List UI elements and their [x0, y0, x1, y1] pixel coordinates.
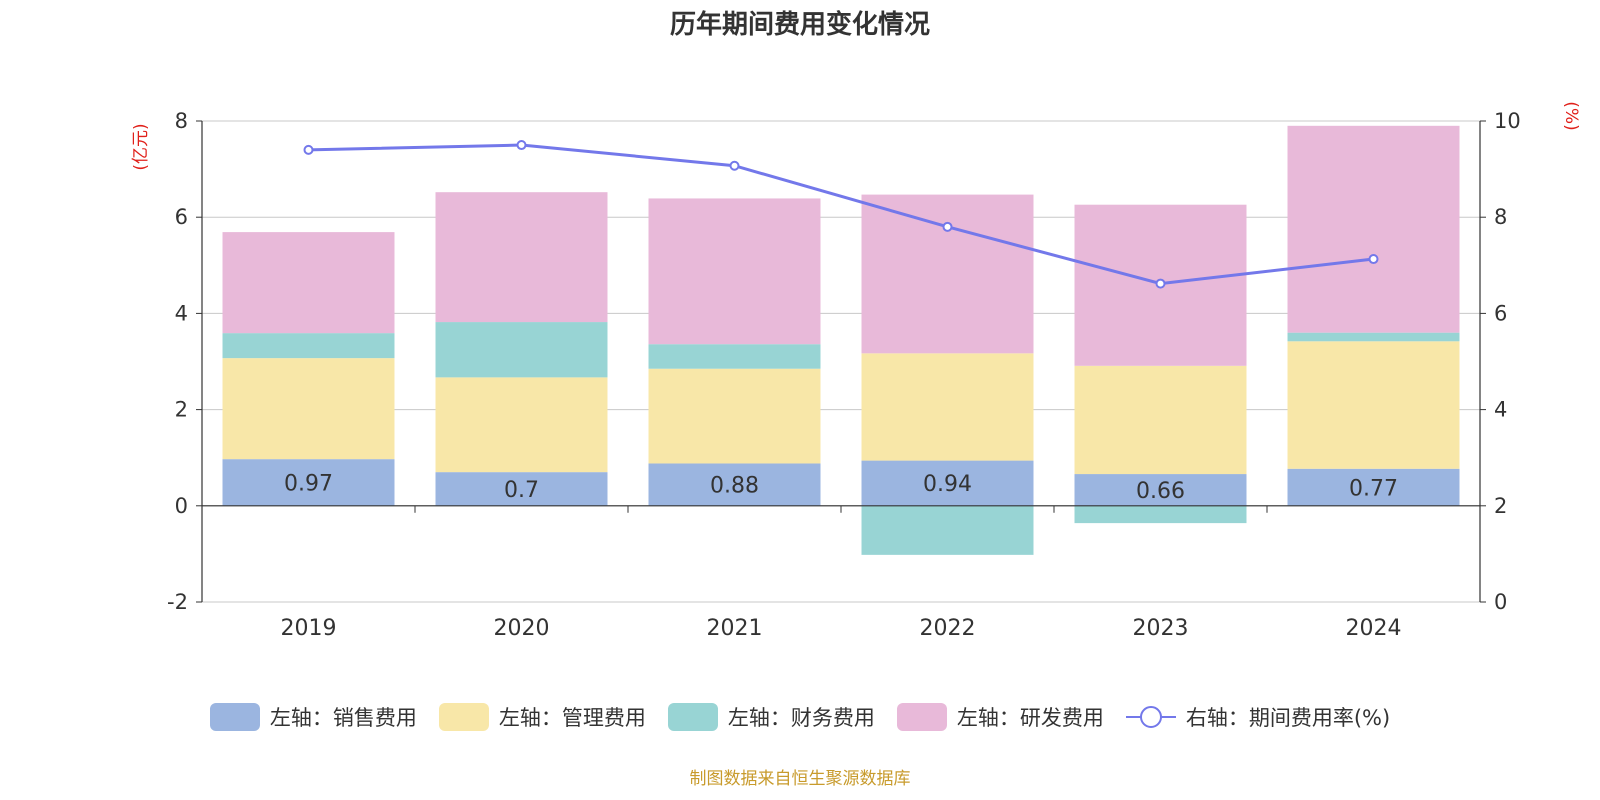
bar-segment	[1074, 505, 1247, 524]
bar-segment	[435, 322, 608, 378]
expense-rate-point	[729, 160, 740, 171]
legend-swatch-rd	[896, 703, 947, 731]
data-label: 0.97	[284, 471, 333, 496]
bar-segment	[435, 192, 608, 323]
x-tick-label: 2023	[1133, 616, 1189, 641]
legend-item-expense-rate[interactable]: 右轴：期间费用率(%)	[1125, 702, 1391, 732]
bar-segment	[648, 198, 821, 345]
bar-segment	[222, 358, 395, 460]
expense-rate-point	[942, 221, 953, 232]
bar-segment	[1287, 125, 1460, 333]
bar-segment	[648, 368, 821, 464]
x-tick-label: 2019	[281, 616, 337, 641]
bar-segment	[1287, 468, 1460, 506]
data-label: 0.77	[1349, 476, 1398, 501]
data-label: 0.66	[1136, 479, 1185, 504]
bar-segment	[222, 333, 395, 359]
bar-segment	[861, 194, 1034, 354]
data-label: 0.7	[504, 478, 539, 503]
bar-segment	[861, 505, 1034, 555]
expense-rate-line	[308, 143, 1374, 286]
x-tick-label: 2020	[494, 616, 550, 641]
chart-title: 历年期间费用变化情况	[669, 10, 930, 40]
y-right-tick-label: 4	[1494, 398, 1507, 422]
source-note: 制图数据来自恒生聚源数据库	[689, 769, 911, 789]
legend-item-sales[interactable]: 左轴：销售费用	[209, 702, 417, 732]
y-right-axis-label: (%)	[1561, 101, 1581, 130]
bar-segment	[861, 353, 1034, 461]
bar-segment	[1287, 332, 1460, 342]
bar-segment	[435, 472, 608, 506]
x-tick-label: 2021	[707, 616, 763, 641]
legend-label-admin: 左轴：管理费用	[498, 706, 646, 730]
bar-segment	[1287, 341, 1460, 469]
y-left-tick-label: 6	[175, 205, 188, 229]
expense-rate-point	[1368, 254, 1379, 265]
bar-segment	[648, 344, 821, 369]
y-left-tick-label: -2	[167, 590, 188, 614]
legend-item-finance[interactable]: 左轴：财务费用	[667, 702, 875, 732]
y-right-tick-label: 10	[1494, 109, 1521, 133]
bar-segment	[861, 460, 1034, 506]
bar-segment	[222, 459, 395, 506]
data-label: 0.94	[923, 472, 972, 497]
legend-swatch-sales	[209, 703, 260, 731]
legend-label-sales: 左轴：销售费用	[269, 706, 417, 730]
legend: 左轴：销售费用 左轴：管理费用 左轴：财务费用 左轴：研发费用 右轴：期间费用率…	[0, 702, 1600, 732]
expense-rate-point	[516, 140, 527, 151]
y-right-tick-label: 6	[1494, 301, 1507, 325]
y-right-tick-label: 2	[1494, 494, 1507, 518]
legend-label-rd: 左轴：研发费用	[956, 706, 1104, 730]
legend-item-admin[interactable]: 左轴：管理费用	[438, 702, 646, 732]
y-right-tick-label: 0	[1494, 590, 1507, 614]
legend-swatch-finance	[667, 703, 718, 731]
bar-segment	[222, 232, 395, 334]
y-left-tick-label: 0	[175, 494, 188, 518]
legend-label-finance: 左轴：财务费用	[727, 706, 875, 730]
legend-swatch-admin	[438, 703, 489, 731]
y-right-tick-label: 8	[1494, 205, 1507, 229]
y-left-axis-label: (亿元)	[131, 123, 151, 170]
bar-segment	[648, 463, 821, 506]
expense-rate-point	[303, 144, 314, 155]
data-label: 0.88	[710, 474, 759, 499]
y-left-tick-label: 8	[175, 109, 188, 133]
y-left-tick-label: 2	[175, 398, 188, 422]
bar-segment	[1074, 365, 1247, 475]
legend-item-rd[interactable]: 左轴：研发费用	[896, 702, 1104, 732]
legend-label-expense-rate: 右轴：期间费用率(%)	[1185, 706, 1391, 730]
legend-swatch-expense-rate-icon	[1125, 706, 1176, 728]
x-tick-label: 2024	[1346, 616, 1402, 641]
bar-segment	[1074, 474, 1247, 506]
y-left-tick-label: 4	[175, 301, 188, 325]
x-tick-label: 2022	[920, 616, 976, 641]
expense-rate-point	[1155, 278, 1166, 289]
bar-segment	[435, 377, 608, 473]
